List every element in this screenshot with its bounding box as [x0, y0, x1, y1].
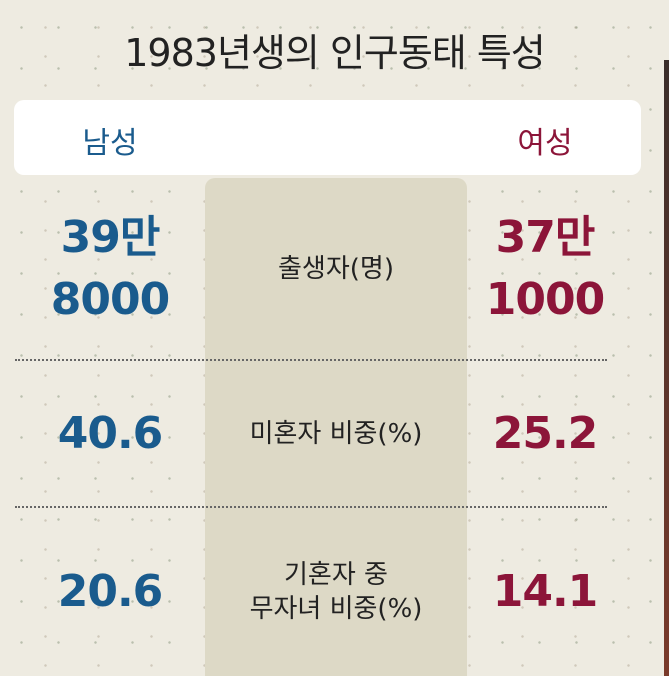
text-line: 14.1	[492, 566, 599, 617]
text-line: 1000	[485, 273, 605, 325]
label-column	[205, 178, 467, 676]
text-line: 39만	[60, 211, 161, 263]
title: 1983년생의 인구동태 특성	[124, 31, 546, 75]
text-line: 20.6	[57, 566, 164, 617]
header-male: 남성	[82, 126, 138, 161]
text-line: 37만	[495, 211, 596, 263]
text-line: 기혼자 중	[284, 560, 388, 590]
male-value: 39만 8000	[20, 178, 200, 359]
female-value: 14.1	[470, 508, 620, 676]
female-value: 25.2	[470, 361, 620, 506]
female-value: 37만 1000	[470, 178, 620, 359]
text-line: 출생자(명)	[278, 253, 394, 284]
divider	[15, 359, 607, 361]
text-line: 8000	[50, 273, 170, 325]
header-female: 여성	[517, 126, 573, 161]
header-bar	[14, 100, 641, 175]
male-value: 20.6	[20, 508, 200, 676]
text-line: 미혼자 비중(%)	[249, 418, 423, 449]
row-label: 미혼자 비중(%)	[205, 361, 467, 506]
text-line: 25.2	[492, 407, 599, 459]
divider	[15, 506, 607, 508]
text-line: 무자녀 비중(%)	[249, 594, 423, 624]
edge-strip	[664, 60, 669, 676]
text-line: 40.6	[57, 407, 164, 459]
row-label: 출생자(명)	[205, 178, 467, 359]
male-value: 40.6	[20, 361, 200, 506]
